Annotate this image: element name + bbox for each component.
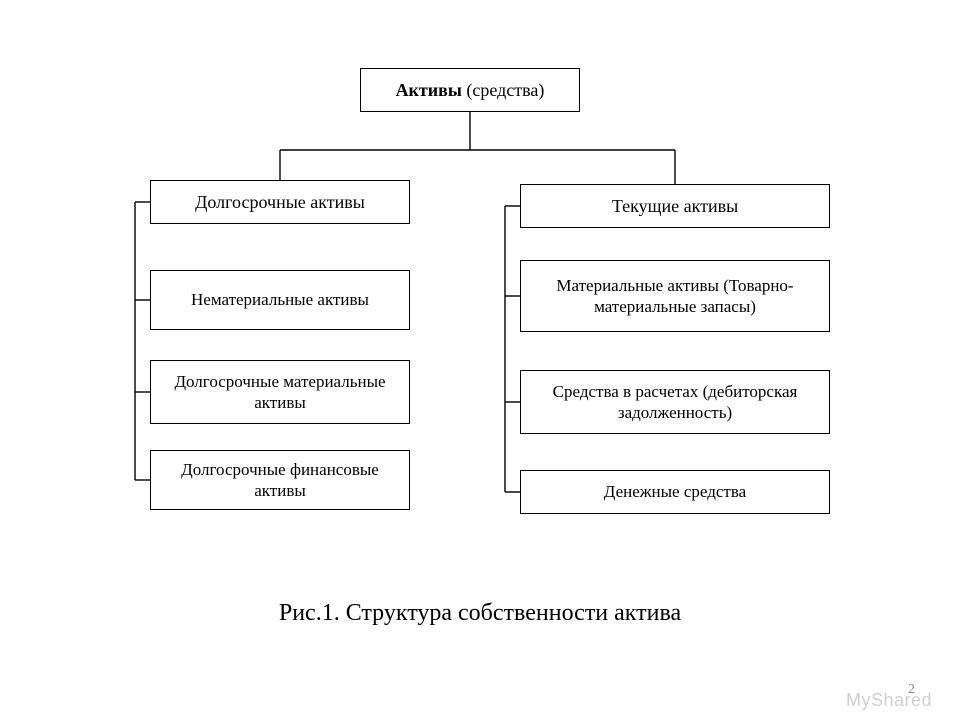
root-label-bold: Активы [396, 80, 462, 100]
branch-node-right: Текущие активы [520, 184, 830, 228]
child-label: Нематериальные активы [191, 289, 369, 310]
root-node: Активы (средства) [360, 68, 580, 112]
diagram-canvas: Активы (средства) Рис.1. Структура собст… [0, 0, 960, 720]
figure-caption: Рис.1. Структура собственности актива [0, 600, 960, 627]
child-label: Долгосрочные материальные активы [159, 371, 401, 414]
child-node: Материальные активы (Товарно-материальны… [520, 260, 830, 332]
watermark: MyShared [846, 690, 932, 711]
root-label-rest: (средства) [462, 80, 545, 100]
child-node: Нематериальные активы [150, 270, 410, 330]
child-label: Средства в расчетах (дебиторская задолже… [529, 381, 821, 424]
child-node: Долгосрочные финансовые активы [150, 450, 410, 510]
root-label: Активы (средства) [396, 79, 545, 102]
child-node: Денежные средства [520, 470, 830, 514]
child-label: Материальные активы (Товарно-материальны… [529, 275, 821, 318]
branch-label: Долгосрочные активы [195, 191, 365, 214]
child-label: Долгосрочные финансовые активы [159, 459, 401, 502]
child-node: Долгосрочные материальные активы [150, 360, 410, 424]
child-node: Средства в расчетах (дебиторская задолже… [520, 370, 830, 434]
branch-label: Текущие активы [612, 195, 738, 218]
branch-node-left: Долгосрочные активы [150, 180, 410, 224]
child-label: Денежные средства [604, 481, 746, 502]
